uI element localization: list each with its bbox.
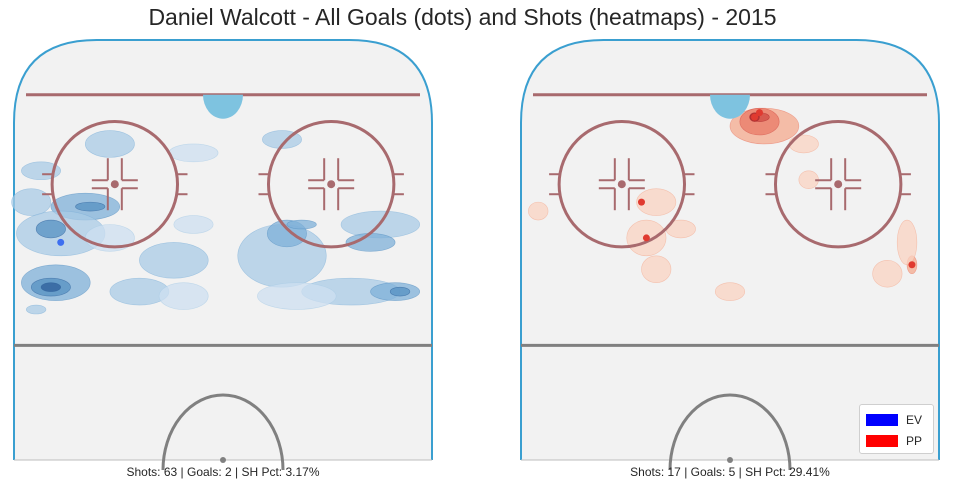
- shot-density-contour-4: [788, 134, 819, 154]
- legend-item-pp: PP: [866, 430, 927, 451]
- shot-density-contour-1: [21, 161, 62, 181]
- center-dot: [220, 457, 226, 463]
- pp-stats-caption: Shots: 17 | Goals: 5 | SH Pct: 29.41%: [630, 465, 830, 479]
- goal-dot-0: [57, 238, 65, 246]
- shot-density-contour-8: [641, 255, 672, 283]
- faceoff-dot: [617, 180, 626, 189]
- shot-density-contour-25: [257, 282, 337, 310]
- legend-label-pp: PP: [906, 433, 923, 448]
- ev-stats-caption: Shots: 63 | Goals: 2 | SH Pct: 3.17%: [126, 465, 320, 479]
- faceoff-circle-left: [50, 120, 180, 249]
- faceoff-circle-right: [266, 120, 396, 249]
- shot-density-contour-11: [896, 219, 918, 266]
- shot-density-contour-19: [286, 219, 317, 230]
- faceoff-circle-right: [773, 120, 903, 249]
- goal-crease: [710, 94, 750, 119]
- goal-dot-0: [751, 113, 759, 121]
- rink-surface: [521, 40, 939, 460]
- center-circle: [668, 393, 792, 471]
- shot-density-contour-14: [40, 282, 62, 292]
- legend-label-ev: EV: [906, 412, 923, 427]
- shot-density-contour-0: [85, 130, 135, 158]
- shot-density-contour-6: [75, 201, 106, 212]
- goal-dot-2: [637, 198, 645, 206]
- goal-dot-1: [756, 109, 764, 117]
- shot-density-contour-10: [139, 242, 209, 279]
- shot-density-contour-5: [528, 201, 549, 221]
- shot-density-contour-16: [158, 282, 209, 310]
- faceoff-circle-left: [557, 120, 687, 249]
- rink-boards: [520, 39, 940, 460]
- shot-density-contour-4: [11, 188, 52, 216]
- legend-swatch-pp: [866, 434, 898, 447]
- shot-density-contour-14: [714, 282, 746, 301]
- legend-item-ev: EV: [866, 409, 927, 430]
- rink-pp: [520, 39, 940, 471]
- goal-crease: [203, 94, 243, 119]
- rink-boards: [13, 39, 433, 460]
- shot-density-contour-6: [636, 188, 677, 216]
- shot-density-contour-24: [389, 286, 411, 297]
- shot-density-contour-11: [173, 215, 214, 234]
- center-dot: [727, 457, 733, 463]
- shot-density-contour-2: [168, 143, 219, 163]
- legend: EV PP: [859, 404, 934, 454]
- chart-title: Daniel Walcott - All Goals (dots) and Sh…: [148, 4, 777, 30]
- rink-ev: [11, 39, 433, 471]
- faceoff-dot: [110, 180, 119, 189]
- legend-swatch-ev: [866, 413, 898, 426]
- shot-density-contour-8: [35, 219, 66, 239]
- center-circle: [161, 393, 285, 471]
- goal-dot-3: [642, 234, 650, 242]
- faceoff-dot: [834, 180, 843, 189]
- shot-density-contour-12: [872, 259, 903, 288]
- faceoff-dot: [327, 180, 336, 189]
- goal-dot-4: [908, 261, 916, 269]
- shot-density-contour-26: [25, 304, 47, 315]
